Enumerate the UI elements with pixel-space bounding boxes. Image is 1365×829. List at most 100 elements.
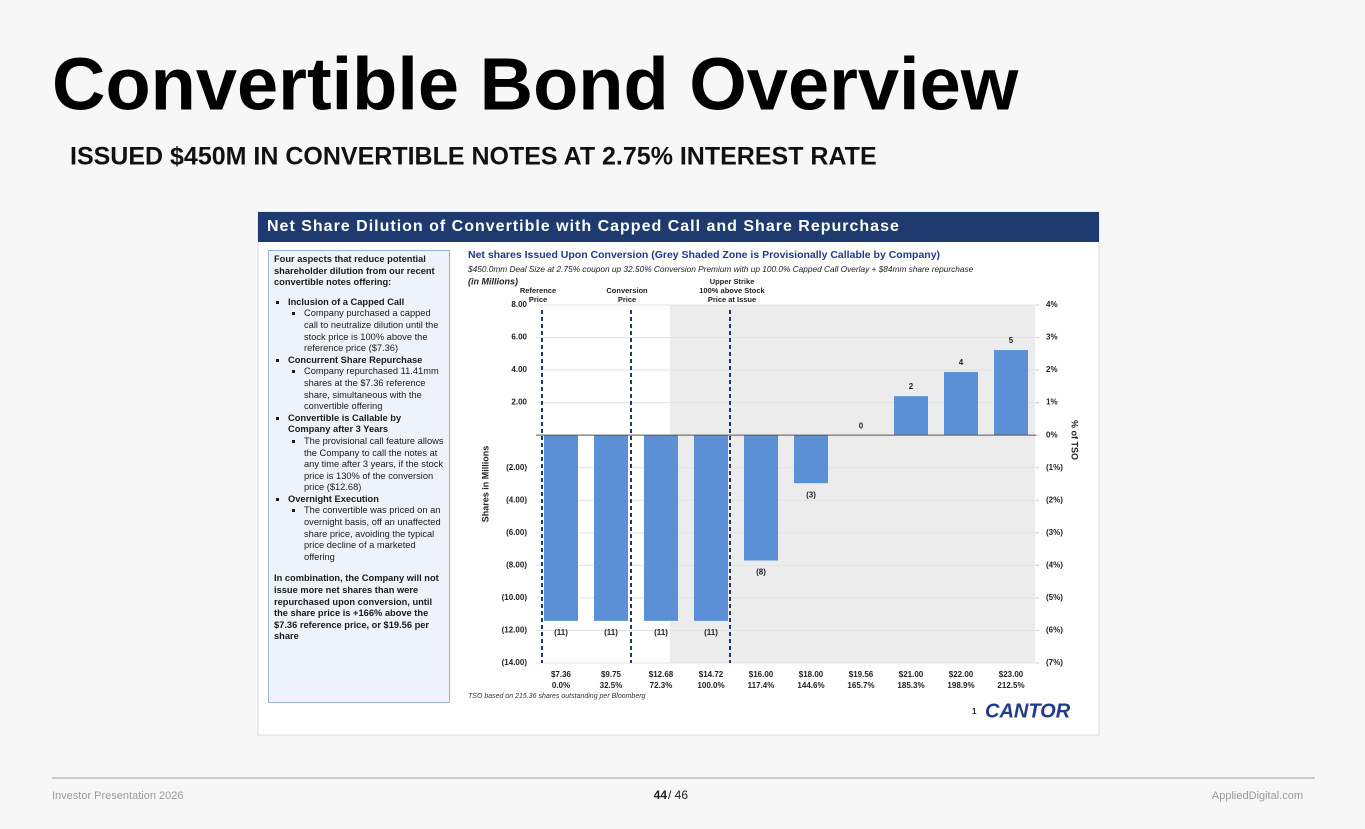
annotation: Price at Issue [708, 295, 756, 304]
sidebar-item-title: Overnight Execution [288, 493, 379, 504]
x-tick-label: $18.00 [799, 670, 824, 679]
y2-tick-label: 3% [1046, 333, 1058, 342]
sidebar-subitem: Company purchased a capped call to neutr… [304, 308, 444, 354]
x-tick-label: $12.68 [649, 670, 674, 679]
value-label: (11) [704, 628, 718, 637]
chart-subtitle: $450.0mm Deal Size at 2.75% coupon up 32… [467, 264, 974, 274]
y2-axis-label: % of TSO [1070, 420, 1080, 460]
sidebar-list: Inclusion of a Capped CallCompany purcha… [274, 297, 444, 564]
y2-tick-label: 0% [1046, 430, 1058, 439]
sidebar-intro: Four aspects that reduce potential share… [274, 254, 435, 288]
page-number: 1 [972, 707, 977, 716]
x-tick-label: $19.56 [849, 670, 874, 679]
footer-right: AppliedDigital.com [1212, 790, 1303, 802]
value-label: (3) [806, 490, 816, 499]
sidebar-sublist: Company repurchased 11.41mm shares at th… [288, 366, 444, 412]
x-tick-sublabel: 0.0% [552, 681, 570, 690]
bar [994, 350, 1028, 436]
footer-page: 44 [654, 788, 668, 802]
y-tick-label: (8.00) [506, 560, 527, 569]
bar [544, 435, 578, 621]
value-label: (11) [654, 628, 668, 637]
bar [894, 396, 928, 436]
annotation: Price [529, 295, 547, 304]
annotation: Upper Strike [710, 277, 755, 286]
panel-header [258, 212, 1099, 242]
x-tick-sublabel: 198.9% [947, 681, 974, 690]
footer-left: Investor Presentation 2026 [52, 790, 183, 802]
slide-subtitle: ISSUED $450M IN CONVERTIBLE NOTES AT 2.7… [70, 143, 877, 171]
value-label: 5 [1009, 336, 1014, 345]
x-tick-sublabel: 100.0% [697, 681, 724, 690]
sidebar-item: Overnight ExecutionThe convertible was p… [288, 494, 444, 564]
x-tick-label: $16.00 [749, 670, 774, 679]
value-label: (11) [604, 628, 618, 637]
x-tick-sublabel: 185.3% [897, 681, 924, 690]
x-tick-sublabel: 212.5% [997, 681, 1024, 690]
sidebar-item: Inclusion of a Capped CallCompany purcha… [288, 297, 444, 355]
sidebar-sublist: The convertible was priced on an overnig… [288, 505, 444, 563]
x-tick-label: $21.00 [899, 670, 924, 679]
panel-title: Net Share Dilution of Convertible with C… [267, 218, 900, 235]
y2-tick-label: (1%) [1046, 463, 1063, 472]
unit-note: (in Millions) [468, 276, 518, 286]
x-tick-label: $7.36 [551, 670, 572, 679]
x-tick-sublabel: 165.7% [847, 681, 874, 690]
y2-tick-label: 4% [1046, 300, 1058, 309]
x-tick-sublabel: 144.6% [797, 681, 824, 690]
sidebar-item: Convertible is Callable by Company after… [288, 413, 444, 494]
y2-tick-label: 2% [1046, 365, 1058, 374]
x-tick-sublabel: 32.5% [600, 681, 623, 690]
x-tick-label: $9.75 [601, 670, 622, 679]
y-tick-label: 4.00 [511, 365, 527, 374]
sidebar-conclusion: In combination, the Company will not iss… [274, 573, 439, 642]
y-tick-label: (4.00) [506, 495, 527, 504]
value-label: 4 [959, 358, 964, 367]
y2-tick-label: (4%) [1046, 560, 1063, 569]
sidebar: Four aspects that reduce potential share… [268, 250, 450, 703]
sidebar-item: Concurrent Share RepurchaseCompany repur… [288, 355, 444, 413]
x-tick-label: $23.00 [999, 670, 1024, 679]
y2-tick-label: (5%) [1046, 593, 1063, 602]
value-label: (8) [756, 568, 766, 577]
sidebar-item-title: Inclusion of a Capped Call [288, 296, 405, 307]
bar [694, 435, 728, 621]
logo: CANTOR [985, 700, 1071, 722]
sidebar-subitem: The provisional call feature allows the … [304, 436, 444, 494]
annotation: Price [618, 295, 636, 304]
x-tick-sublabel: 72.3% [650, 681, 673, 690]
x-tick-label: $22.00 [949, 670, 974, 679]
y2-tick-label: (3%) [1046, 528, 1063, 537]
y-tick-label: (2.00) [506, 463, 527, 472]
callable-zone [670, 305, 1035, 663]
y2-tick-label: (2%) [1046, 495, 1063, 504]
sidebar-sublist: Company purchased a capped call to neutr… [288, 308, 444, 354]
bar [794, 435, 828, 484]
y-tick-label: 2.00 [511, 398, 527, 407]
value-label: 2 [909, 382, 914, 391]
y-tick-label: (12.00) [502, 626, 528, 635]
x-tick-sublabel: 117.4% [748, 681, 775, 690]
y-tick-label: (10.00) [502, 593, 528, 602]
y-tick-label: 8.00 [511, 300, 527, 309]
sidebar-subitem: The convertible was priced on an overnig… [304, 505, 444, 563]
y-tick-label: 6.00 [511, 333, 527, 342]
value-label: (11) [554, 628, 568, 637]
sidebar-item-title: Convertible is Callable by Company after… [288, 412, 402, 435]
x-tick-label: $14.72 [699, 670, 724, 679]
annotation: Reference [520, 286, 556, 295]
slide-title: Convertible Bond Overview [52, 43, 1019, 126]
bar [644, 435, 678, 621]
bar [594, 435, 628, 621]
annotation: Conversion [606, 286, 648, 295]
chart-title: Net shares Issued Upon Conversion (Grey … [468, 249, 940, 261]
value-label: 0 [859, 421, 864, 430]
footnote: TSO based on 215.36 shares outstanding p… [468, 693, 646, 700]
y-tick-label: (14.00) [502, 658, 528, 667]
footer-total: / 46 [668, 788, 688, 802]
sidebar-sublist: The provisional call feature allows the … [288, 436, 444, 494]
y2-tick-label: (6%) [1046, 626, 1063, 635]
sidebar-subitem: Company repurchased 11.41mm shares at th… [304, 366, 444, 412]
